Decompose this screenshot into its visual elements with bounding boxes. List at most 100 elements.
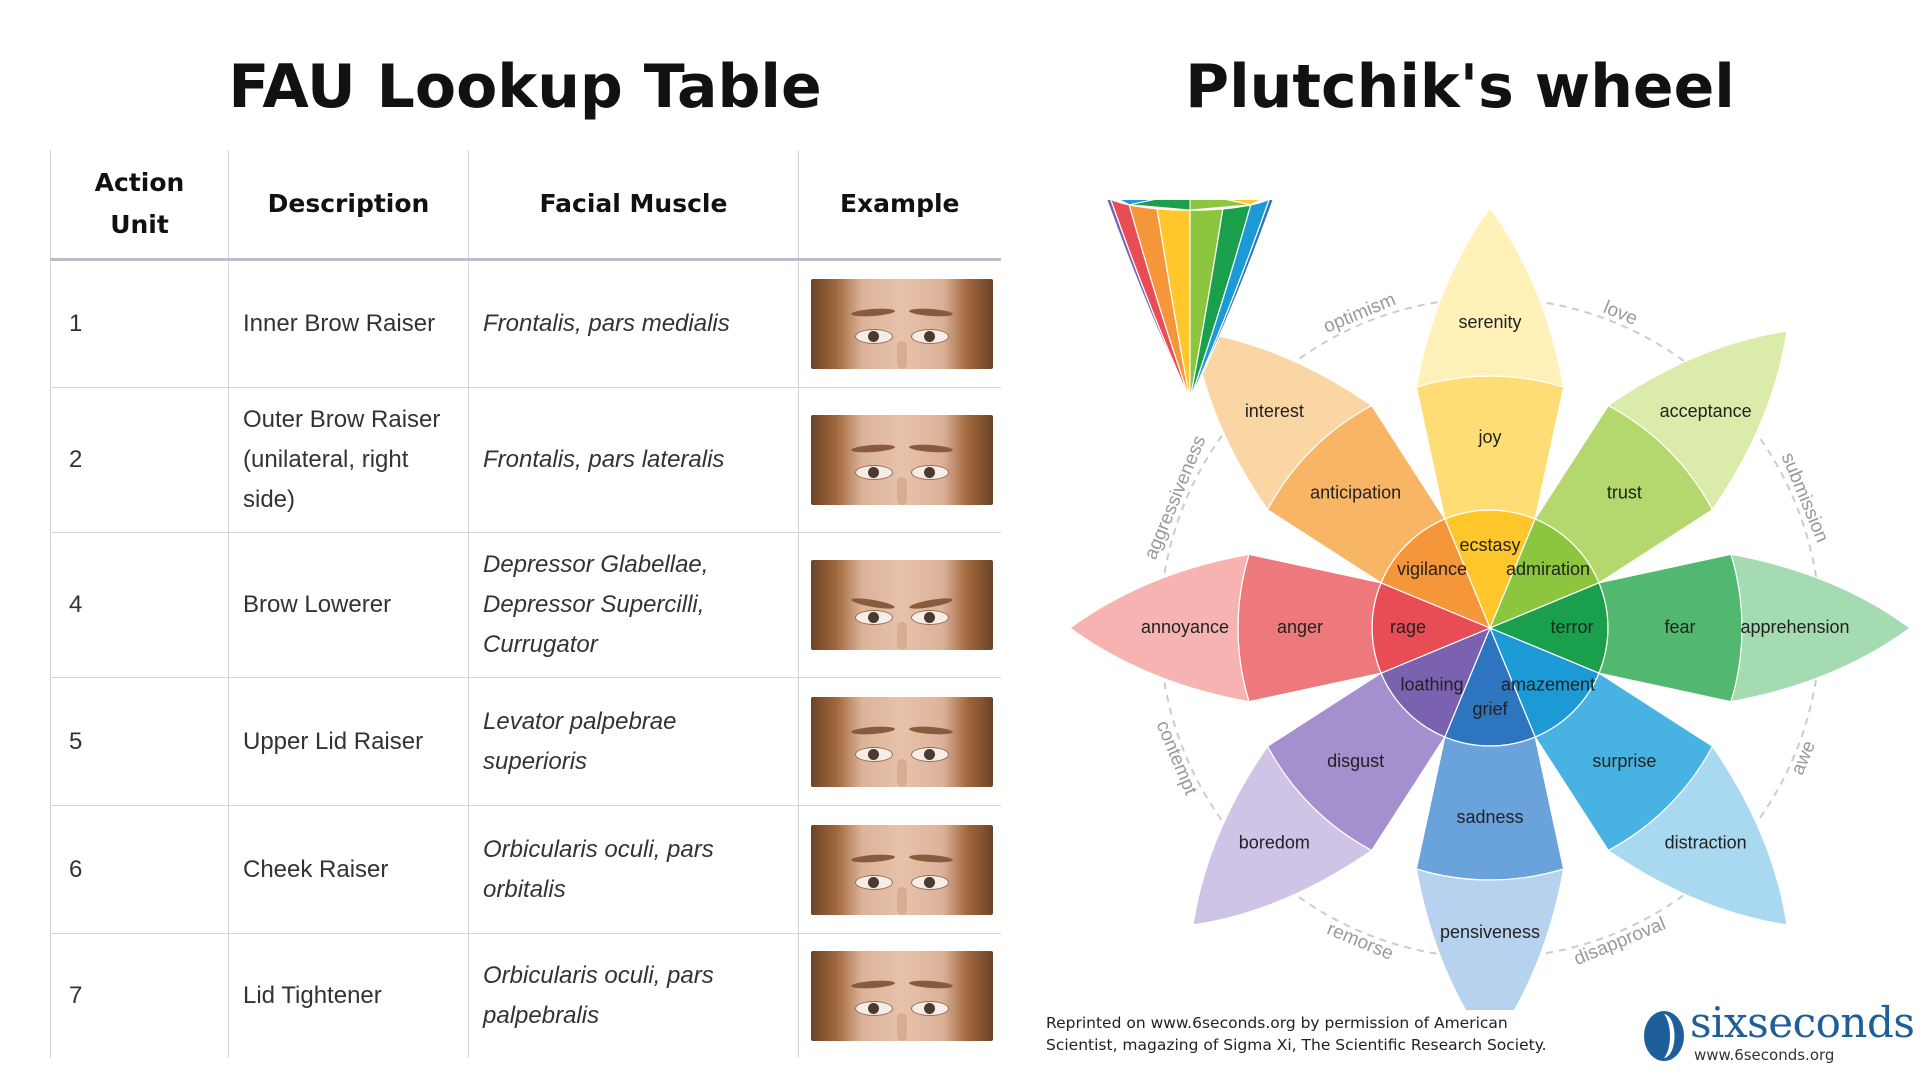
- outer-tip: [1192, 330, 1373, 511]
- petal-fear: [1488, 553, 1910, 703]
- cone-segment: [1189, 200, 1274, 401]
- logo-url: www.6seconds.org: [1694, 1046, 1835, 1064]
- action-unit-cell: 1: [50, 259, 229, 388]
- example-cell: [799, 934, 1001, 1058]
- middle-emotion-label: joy: [1477, 427, 1501, 447]
- petal-disgust: [1192, 626, 1492, 926]
- outer-emotion-label: apprehension: [1740, 617, 1849, 637]
- header-example: Example: [798, 150, 1001, 261]
- face-example-image: [811, 824, 993, 915]
- action-unit-cell: 6: [50, 805, 229, 934]
- outer-tip: [1607, 745, 1788, 926]
- dyad-label: love: [1600, 297, 1640, 330]
- facial-muscle-cell: Orbicularis oculi, pars palpebralis: [468, 933, 799, 1058]
- inner-emotion-label: terror: [1550, 617, 1593, 637]
- face-example-image: [811, 560, 993, 650]
- inner-emotion-label: ecstasy: [1459, 535, 1520, 555]
- table-row: 1 Inner Brow Raiser Frontalis, pars medial…: [50, 259, 1001, 388]
- middle-emotion-label: anger: [1277, 617, 1323, 637]
- table-row: 4 Brow Lowerer Depressor Glabellae, Depres…: [50, 532, 1001, 678]
- outer-tip: [1068, 553, 1250, 703]
- description-cell: Upper Lid Raiser: [228, 677, 469, 806]
- header-facial-muscle: Facial Muscle: [468, 150, 799, 261]
- credit-text: Reprinted on www.6seconds.org by permiss…: [1046, 1012, 1566, 1056]
- outer-emotion-label: pensiveness: [1440, 922, 1540, 942]
- credit-line-1: Reprinted on www.6seconds.org by permiss…: [1046, 1014, 1508, 1032]
- header-action-unit: Action Unit: [50, 150, 229, 261]
- face-example-image: [811, 696, 993, 787]
- outer-emotion-label: boredom: [1239, 832, 1310, 852]
- petal-anticipation: [1192, 330, 1492, 630]
- example-cell: [798, 805, 1001, 934]
- dyad-label: submission: [1777, 450, 1833, 546]
- example-cell: [798, 532, 1001, 678]
- example-cell: [798, 387, 1001, 533]
- outer-tip: [1730, 553, 1910, 703]
- outer-emotion-label: annoyance: [1141, 617, 1229, 637]
- action-unit-cell: 7: [50, 933, 229, 1058]
- facial-muscle-cell: Levator palpebrae superioris: [468, 677, 799, 806]
- outer-tip: [1415, 868, 1565, 1010]
- middle-emotion-label: fear: [1664, 617, 1695, 637]
- plutchik-wheel-title: Plutchik's wheel: [1185, 52, 1735, 122]
- table-row: 5 Upper Lid Raiser Levator palpebrae super…: [50, 677, 1001, 806]
- petal-trust: [1488, 330, 1788, 630]
- petal-surprise: [1488, 626, 1788, 926]
- example-cell: [798, 259, 1001, 388]
- middle-emotion-label: surprise: [1592, 751, 1656, 771]
- table-row: 6 Cheek Raiser Orbicularis oculi, pars orb…: [50, 805, 1001, 934]
- outer-tip: [1415, 206, 1565, 388]
- outer-emotion-label: serenity: [1458, 312, 1521, 332]
- inner-emotion-label: grief: [1472, 699, 1508, 719]
- inner-emotion-label: vigilance: [1397, 559, 1467, 579]
- description-cell: Lid Tightener: [228, 933, 469, 1058]
- dyad-label: optimism: [1321, 289, 1399, 337]
- cone-top-segment: [1118, 200, 1155, 206]
- action-unit-cell: 4: [50, 532, 229, 678]
- logo-name: sixseconds: [1690, 998, 1915, 1047]
- fau-lookup-table: Action Unit Description Facial Muscle Ex…: [50, 150, 1001, 1058]
- header-description: Description: [228, 150, 469, 261]
- dyad-label: aggressiveness: [1140, 433, 1210, 563]
- table-header-row: Action Unit Description Facial Muscle Ex…: [50, 150, 1001, 261]
- action-unit-cell: 2: [50, 387, 229, 533]
- facial-muscle-cell: Frontalis, pars medialis: [468, 259, 799, 388]
- sixseconds-logo-icon: [1644, 1011, 1684, 1061]
- outer-emotion-label: interest: [1245, 401, 1304, 421]
- face-example-image: [811, 950, 993, 1041]
- inner-emotion-label: rage: [1390, 617, 1426, 637]
- emotion-cone: [1106, 200, 1274, 401]
- description-cell: Brow Lowerer: [228, 532, 469, 678]
- facial-muscle-cell: Frontalis, pars lateralis: [468, 387, 799, 533]
- dyad-label: remorse: [1324, 919, 1396, 965]
- example-cell: [798, 677, 1001, 806]
- middle-emotion-label: disgust: [1327, 751, 1384, 771]
- outer-emotion-label: acceptance: [1660, 401, 1752, 421]
- description-cell: Outer Brow Raiser (unilateral, right sid…: [228, 387, 469, 533]
- face-example-image: [811, 279, 993, 369]
- fau-table-title: FAU Lookup Table: [228, 52, 822, 122]
- description-cell: Cheek Raiser: [228, 805, 469, 934]
- table-body: 1 Inner Brow Raiser Frontalis, pars medial…: [50, 259, 1001, 1058]
- outer-emotion-label: distraction: [1665, 832, 1747, 852]
- middle-emotion-label: anticipation: [1310, 482, 1401, 502]
- inner-emotion-label: loathing: [1400, 675, 1463, 695]
- facial-muscle-cell: Depressor Glabellae, Depressor Supercill…: [468, 532, 799, 678]
- table-row: 7 Lid Tightener Orbicularis oculi, pars pa…: [50, 933, 1001, 1058]
- sixseconds-logo: sixseconds www.6seconds.org: [1642, 1000, 1915, 1070]
- petal-anger: [1068, 553, 1492, 703]
- middle-emotion-label: sadness: [1456, 807, 1523, 827]
- dyad-label: disapproval: [1571, 913, 1669, 970]
- outer-tip: [1192, 745, 1373, 926]
- petal-sadness: [1415, 626, 1565, 1010]
- action-unit-cell: 5: [50, 677, 229, 806]
- facial-muscle-cell: Orbicularis oculi, pars orbitalis: [468, 805, 799, 934]
- dyad-label: awe: [1787, 738, 1820, 778]
- petal-joy: [1415, 206, 1565, 630]
- face-example-image: [811, 415, 993, 505]
- middle-emotion-label: trust: [1607, 482, 1642, 502]
- dyad-label: contempt: [1152, 718, 1202, 799]
- description-cell: Inner Brow Raiser: [228, 259, 469, 388]
- inner-emotion-label: amazement: [1501, 675, 1595, 695]
- cone-top-segment: [1129, 200, 1191, 211]
